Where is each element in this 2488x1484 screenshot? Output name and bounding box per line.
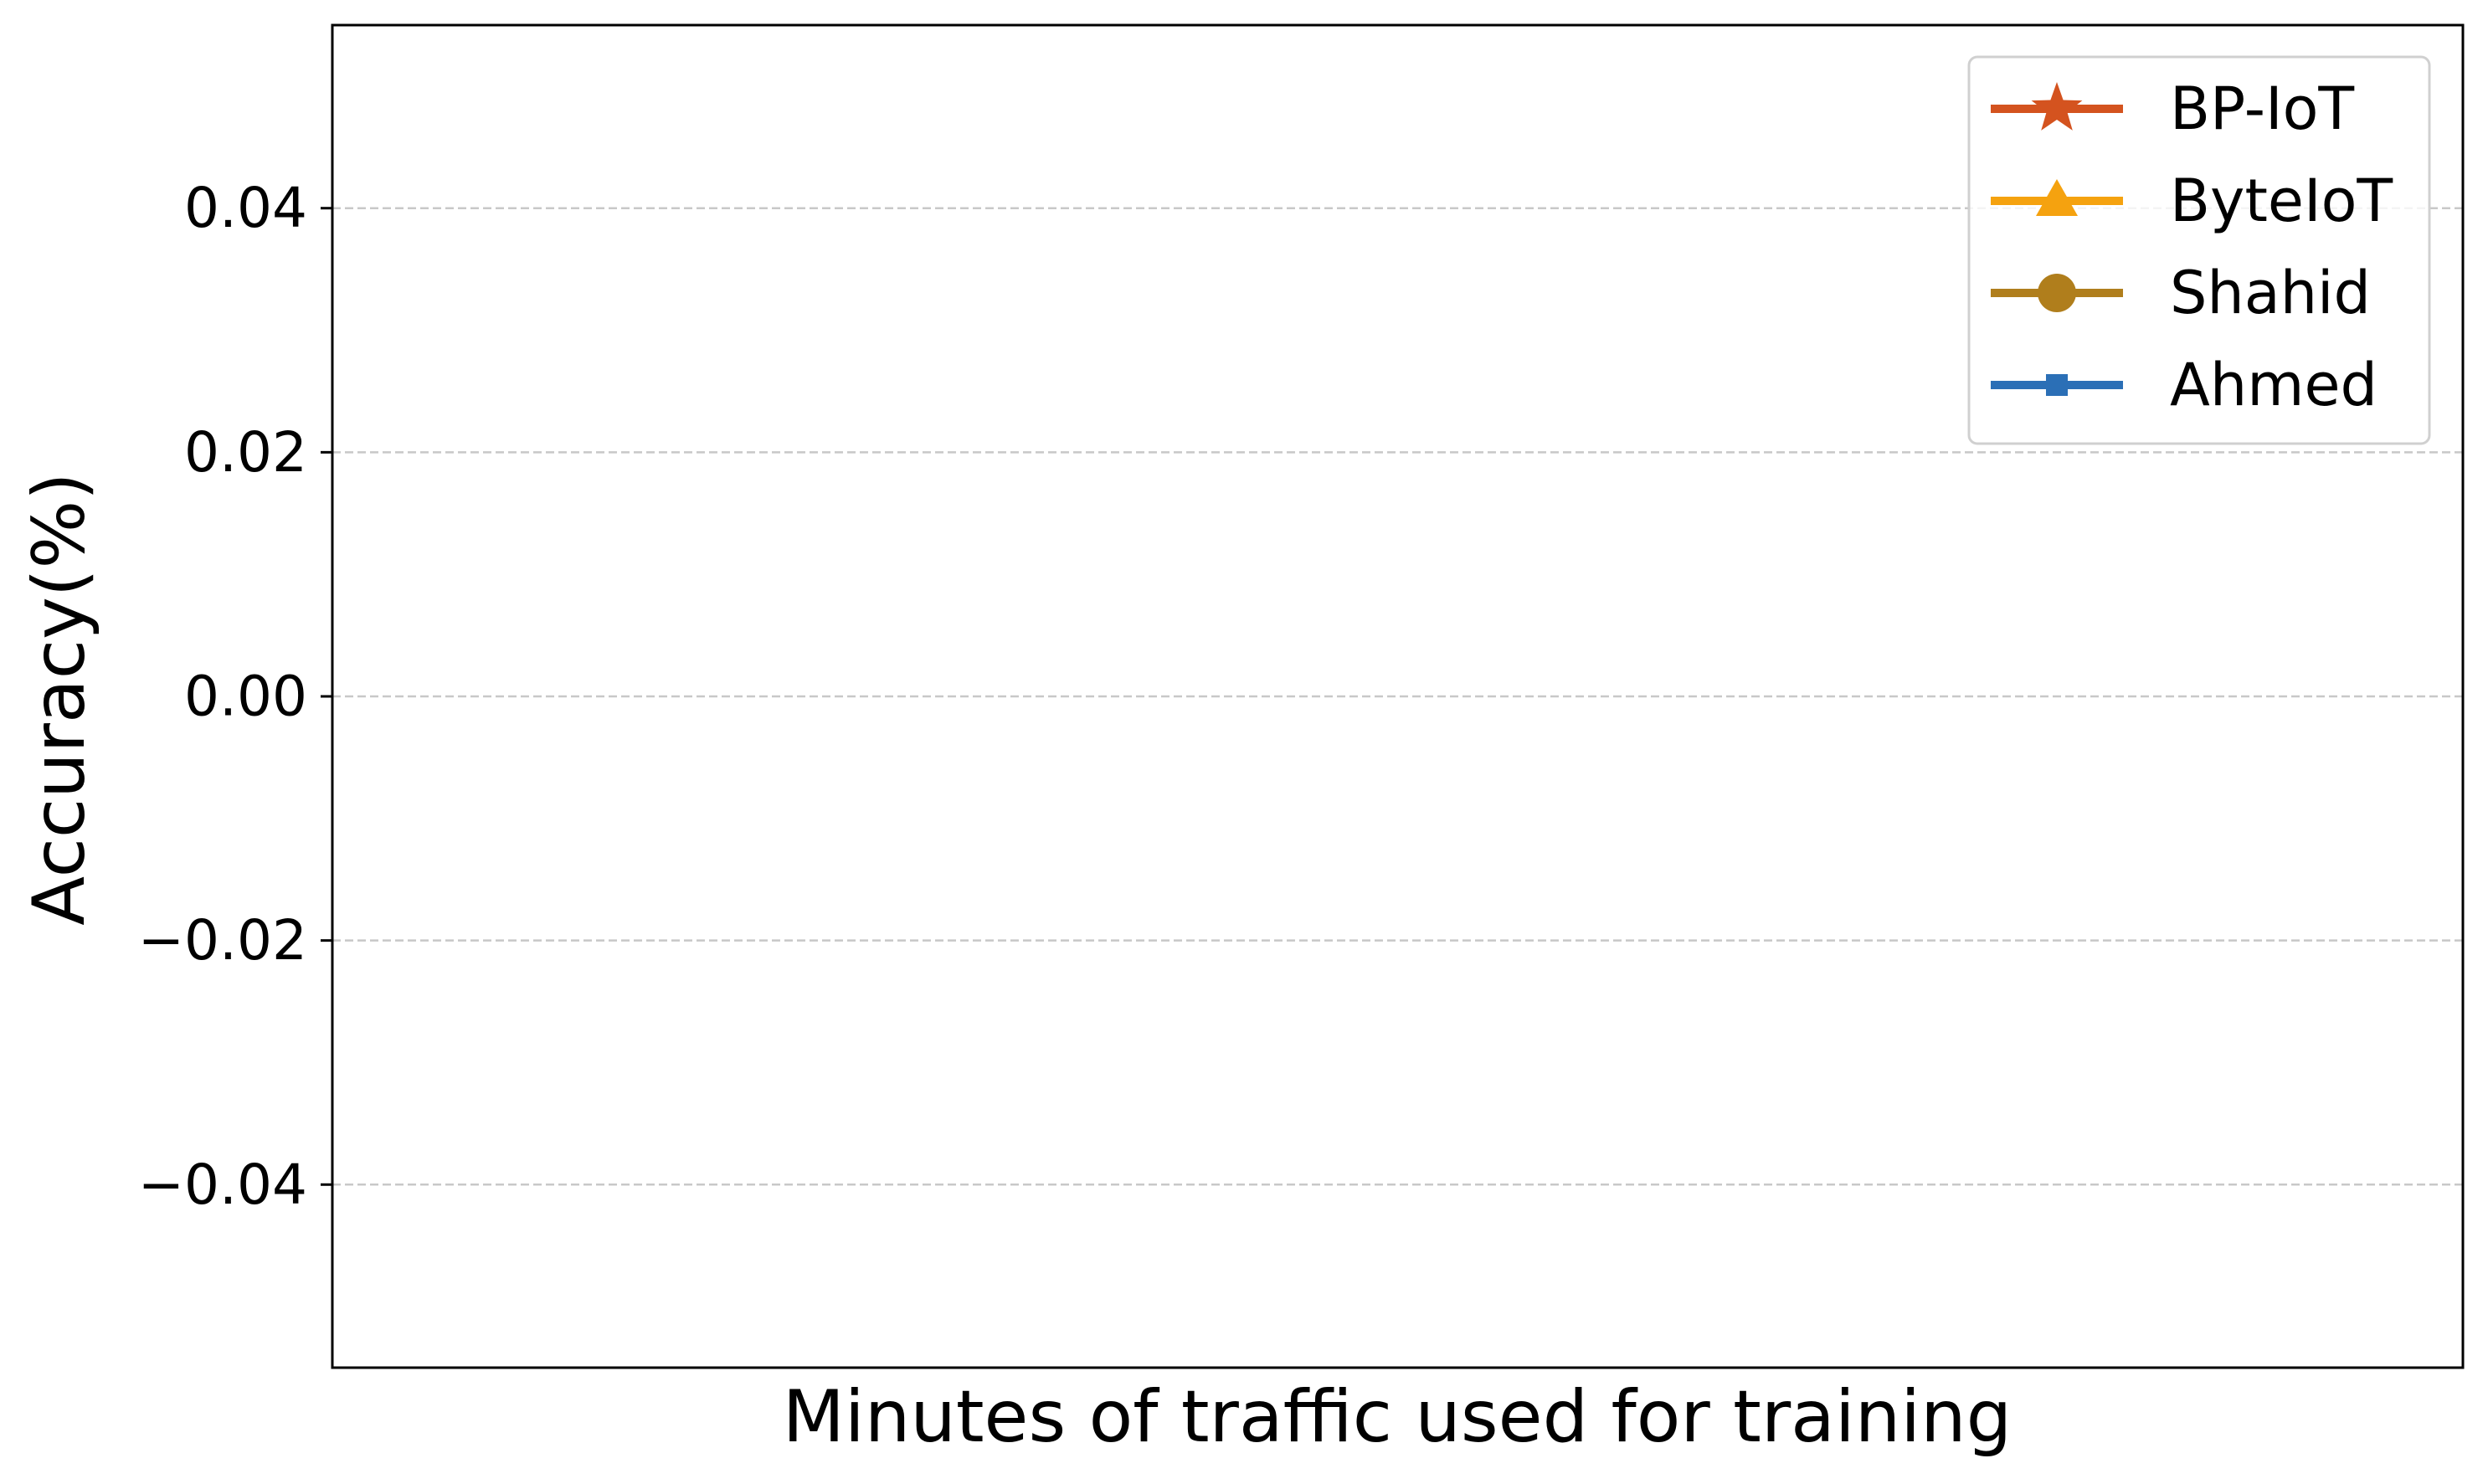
legend-label-shahid: Shahid [2170, 259, 2371, 327]
legend-marker-star-icon [2031, 82, 2083, 131]
x-axis-label: Minutes of traffic used for training [783, 1375, 2013, 1459]
legend-label-byteiot: ByteIoT [2170, 167, 2393, 235]
y-axis-ticks: −0.04 −0.02 0.00 0.02 0.04 [138, 176, 332, 1217]
y-tick-label: 0.04 [184, 176, 307, 240]
y-tick-label: 0.00 [184, 665, 307, 729]
legend-marker-circle-icon [2038, 274, 2076, 312]
plot-area-frame [331, 23, 2465, 1369]
y-tick-label: 0.02 [184, 420, 307, 485]
legend-label-bp-iot: BP-IoT [2170, 74, 2354, 143]
y-axis-label: Accuracy(%) [18, 472, 101, 925]
legend-label-ahmed: Ahmed [2170, 351, 2377, 419]
legend-box [1967, 55, 2431, 445]
y-tick-label: −0.02 [138, 908, 307, 973]
legend: BP-IoT ByteIoT Shahid Ahmed [1967, 55, 2431, 445]
legend-marker-square-icon [2046, 374, 2068, 396]
y-tick-label: −0.04 [138, 1153, 307, 1217]
legend-marker-triangle-icon [2036, 179, 2078, 216]
